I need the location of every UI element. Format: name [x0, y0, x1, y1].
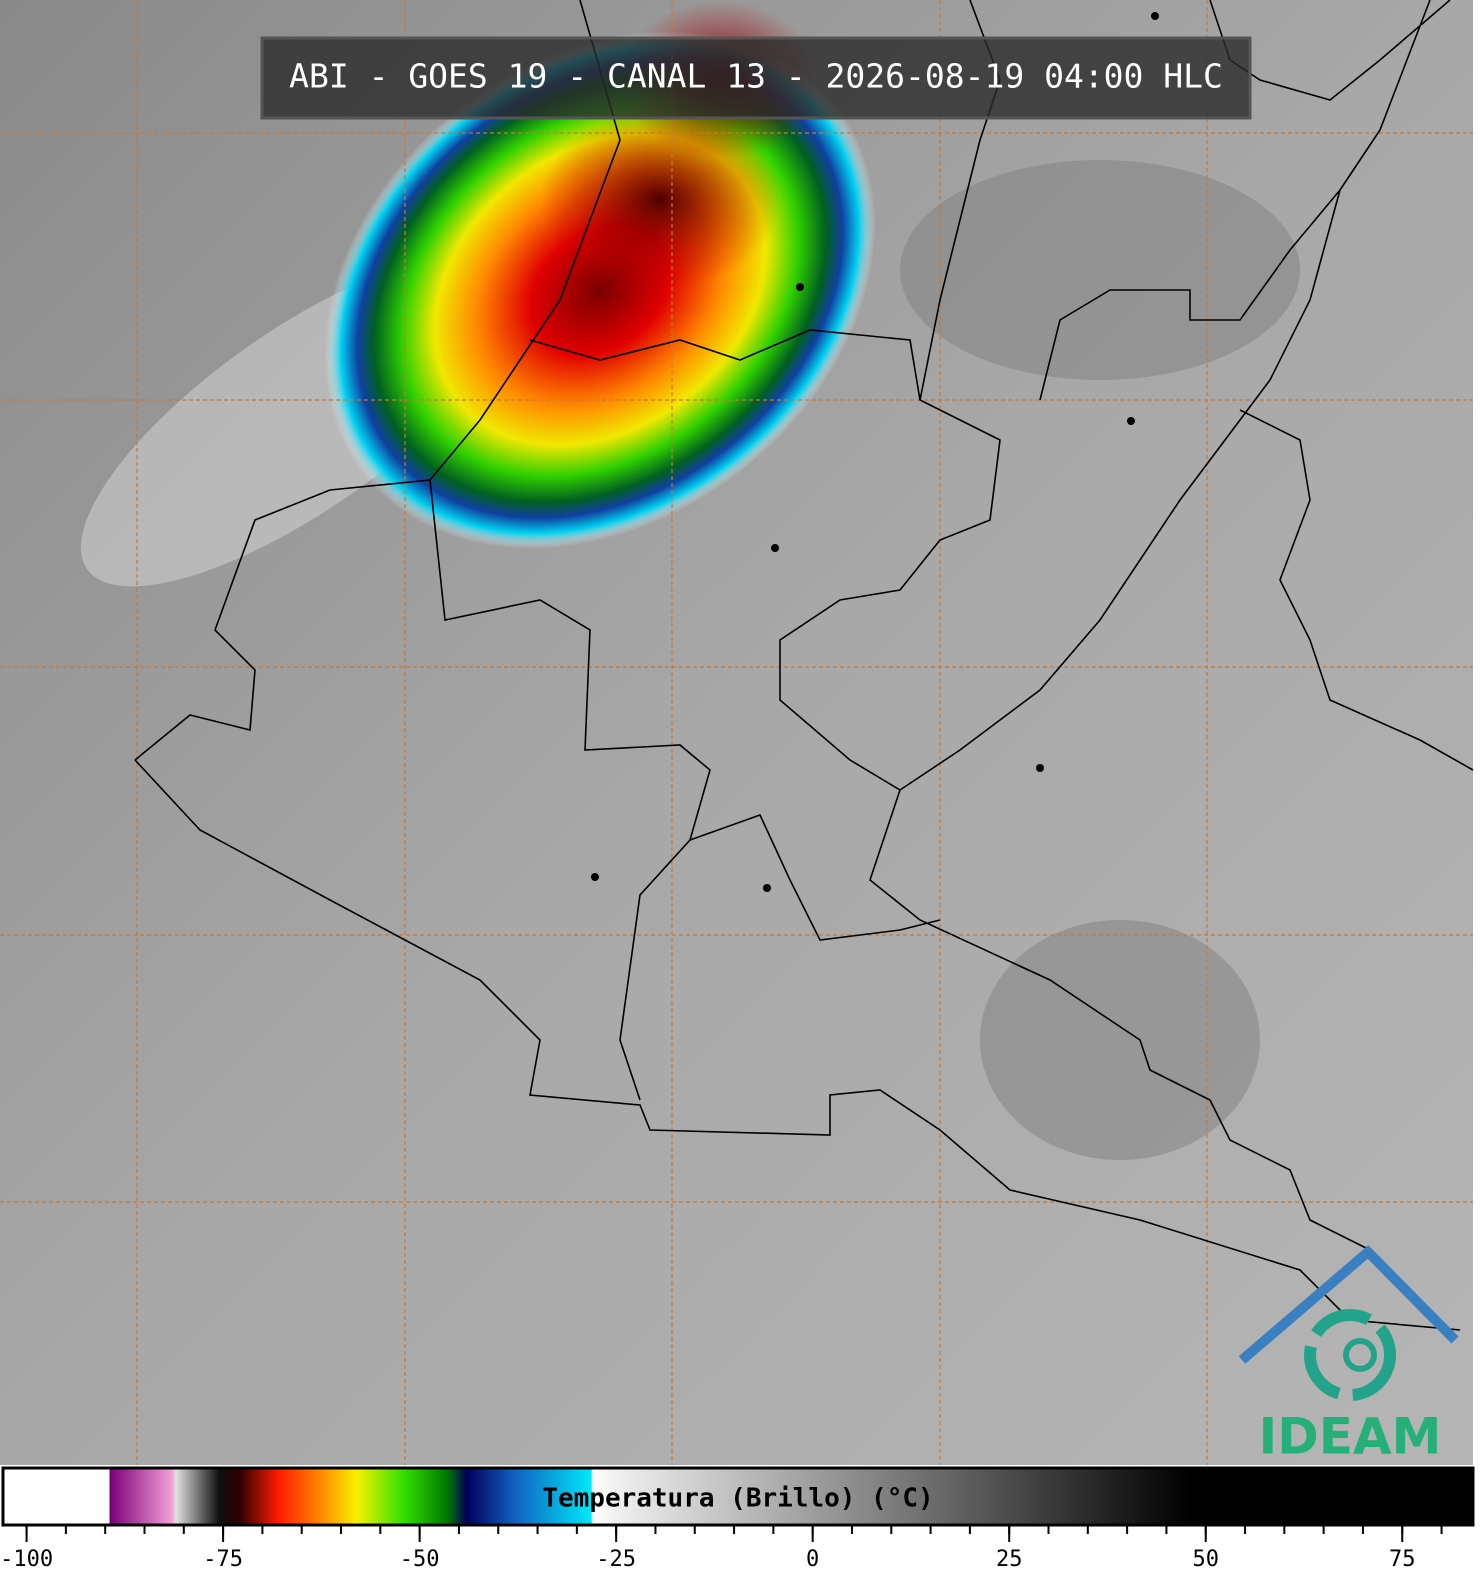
cloud-shade — [980, 920, 1260, 1160]
tick-label: -25 — [596, 1547, 636, 1572]
logo-swirl — [1343, 1338, 1377, 1372]
logo-roof — [1238, 1245, 1459, 1364]
boundary — [899, 0, 1431, 791]
tick-label: 25 — [996, 1547, 1023, 1572]
tick-label: -100 — [0, 1547, 53, 1572]
boundary — [1239, 409, 1474, 771]
city-dot — [771, 544, 779, 552]
map-title: ABI - GOES 19 - CANAL 13 - 2026-08-19 04… — [289, 57, 1223, 96]
colorbar: Temperatura (Brillo) (°C) -100 -75 -50 -25 0… — [0, 1466, 1475, 1572]
colorbar-label: Temperatura (Brillo) (°C) — [542, 1484, 933, 1514]
tick-label: -75 — [203, 1547, 243, 1572]
boundary — [429, 479, 711, 1101]
cloud-shade — [900, 160, 1300, 380]
tick-label: 50 — [1192, 1547, 1219, 1572]
boundary — [134, 0, 621, 761]
tick-label: 0 — [806, 1547, 819, 1572]
city-dot — [1151, 12, 1159, 20]
cities — [591, 12, 1159, 892]
tick-label: 75 — [1389, 1547, 1416, 1572]
boundary — [689, 814, 941, 941]
city-dot — [796, 283, 804, 291]
boundary — [1039, 189, 1341, 401]
colorbar-gradient — [1, 1466, 1475, 1527]
logo-swirl — [1304, 1309, 1396, 1401]
logo: IDEAM — [1238, 1245, 1459, 1466]
boundary — [134, 759, 1461, 1331]
graticule — [0, 0, 1473, 1465]
tick-label: -50 — [400, 1547, 440, 1572]
map: ABI - GOES 19 - CANAL 13 - 2026-08-19 04… — [0, 0, 1474, 1466]
city-dot — [1127, 417, 1135, 425]
logo-text: IDEAM — [1259, 1408, 1442, 1466]
boundary — [529, 329, 1371, 1251]
city-dot — [1036, 764, 1044, 772]
boundaries — [134, 0, 1474, 1331]
grid-lines — [0, 0, 1473, 1465]
title-box: ABI - GOES 19 - CANAL 13 - 2026-08-19 04… — [260, 36, 1252, 120]
city-dot — [763, 884, 771, 892]
city-dot — [591, 873, 599, 881]
title-background — [260, 36, 1252, 120]
